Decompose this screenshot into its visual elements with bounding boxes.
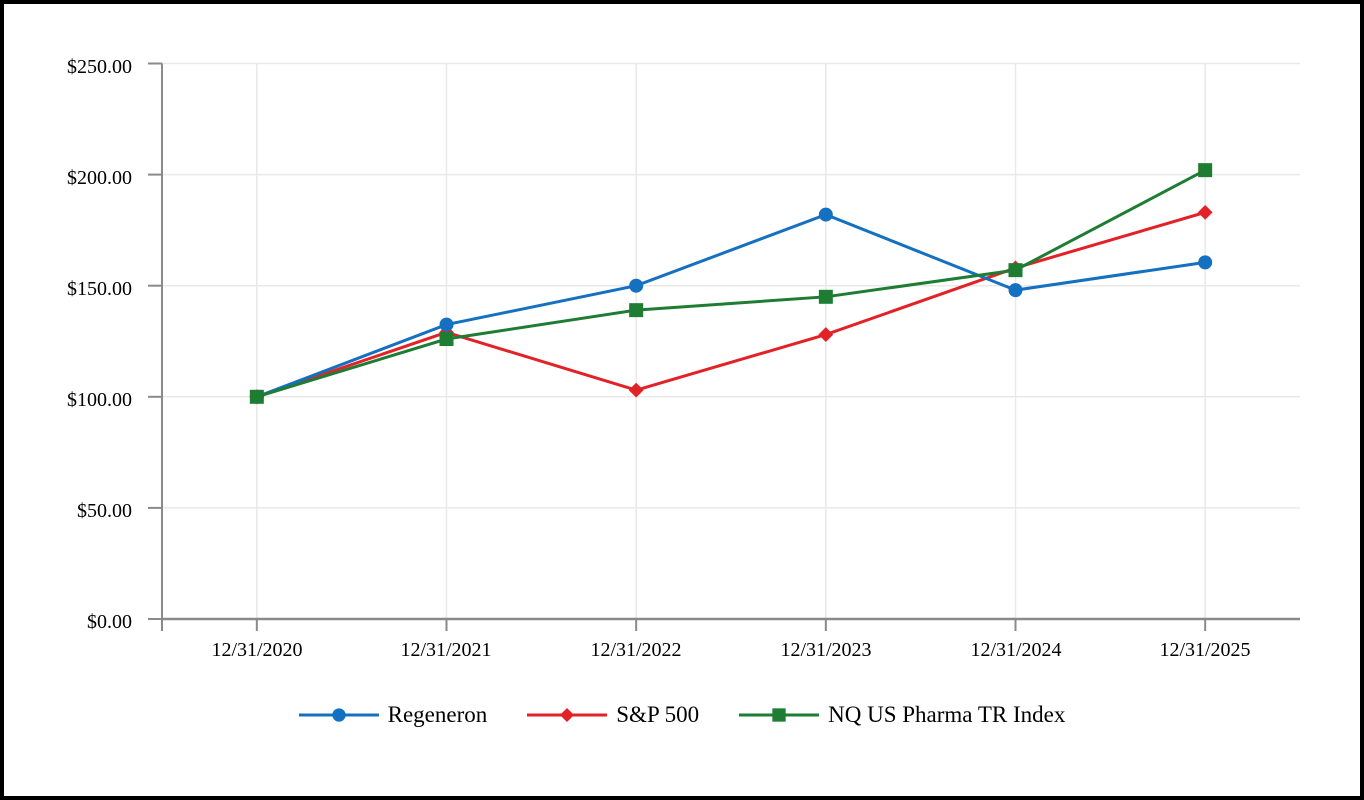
legend-label: NQ US Pharma TR Index (828, 702, 1066, 727)
x-axis-tick-label: 12/31/2020 (211, 639, 303, 661)
line-marker-square-icon (739, 706, 820, 724)
legend-label: Regeneron (387, 702, 488, 727)
legend-item-nq-us-pharma: NQ US Pharma TR Index (739, 701, 1065, 729)
legend-item-sp500: S&P 500 (527, 701, 699, 729)
y-axis-tick-label: $200.00 (67, 167, 132, 189)
axes (148, 62, 1300, 631)
x-axis-tick-label: 12/31/2021 (400, 639, 492, 661)
x-axis-tick-label: 12/31/2025 (1159, 639, 1251, 661)
line-marker-diamond-icon (527, 706, 608, 724)
y-axis-tick-label: $150.00 (67, 278, 132, 300)
plot-canvas (148, 62, 1300, 631)
chart-legend: Regeneron S&P 500 NQ US Pharma TR Index (4, 698, 1360, 732)
y-axis-tick-label: $50.00 (77, 500, 132, 522)
series-regeneron (249, 207, 1213, 404)
legend-item-regeneron: Regeneron (298, 701, 488, 729)
x-axis-tick-label: 12/31/2022 (590, 639, 682, 661)
series-nq-us-pharma-tr-index (249, 163, 1213, 404)
y-axis-tick-label: $250.00 (67, 56, 132, 78)
line-marker-circle-icon (298, 706, 379, 724)
y-axis-tick-label: $100.00 (67, 389, 132, 411)
x-axis-tick-label: 12/31/2024 (970, 639, 1062, 661)
y-axis-tick-label: $0.00 (87, 611, 132, 633)
legend-label: S&P 500 (616, 702, 700, 727)
gridlines (162, 62, 1300, 620)
x-axis-tick-label: 12/31/2023 (780, 639, 872, 661)
